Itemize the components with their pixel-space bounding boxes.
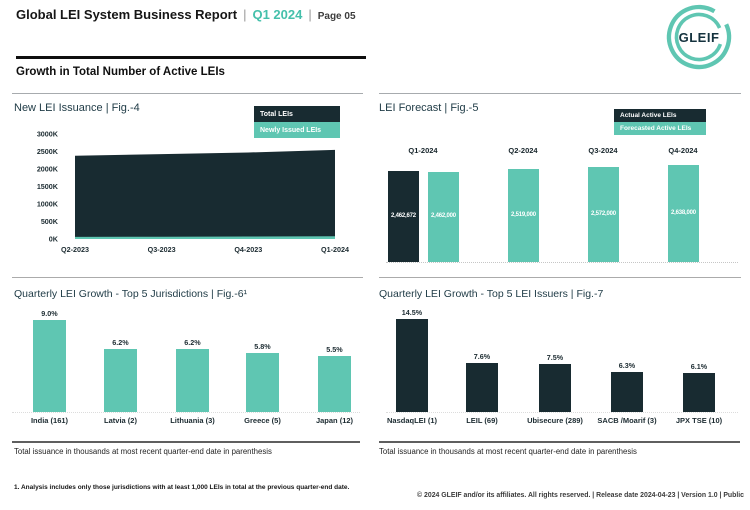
logo-text: GLEIF [679, 30, 720, 45]
fig5-column-header: Q4-2024 [668, 146, 698, 155]
fig5-legend-item: Actual Active LEIs [614, 109, 706, 122]
fig4-ytick-label: 3000K [37, 130, 59, 139]
fig6-title: Quarterly LEI Growth - Top 5 Jurisdictio… [14, 288, 248, 300]
fig7-bar [611, 371, 643, 412]
logo-inner-ring [674, 12, 724, 62]
gleif-logo: GLEIF [666, 4, 732, 70]
bar-value-label: 6.2% [184, 337, 201, 347]
report-header: Global LEI System Business Report | Q1 2… [16, 7, 356, 22]
fig5-legend: Actual Active LEIs Forecasted Active LEIs [614, 109, 706, 135]
fig7-bar [396, 319, 428, 412]
fig5-column-header: Q3-2024 [588, 146, 618, 155]
category-label: Lithuania (3) [170, 416, 215, 425]
fig5-forecast-bar [508, 169, 539, 262]
fig7-note: Total issuance in thousands at most rece… [379, 447, 637, 456]
fig4-xaxis-label: Q3-2023 [148, 245, 176, 254]
category-label: Ubisecure (289) [527, 416, 583, 425]
fig5-forecast-bar-value-label: 2,638,000 [671, 209, 696, 216]
fig5-column-header: Q1-2024 [408, 146, 438, 155]
fig5-legend-item: Forecasted Active LEIs [614, 122, 706, 135]
category-label: NasdaqLEI (1) [386, 416, 437, 425]
fig4-legend-item: Total LEIs [254, 106, 340, 122]
section-rule-left [12, 93, 363, 94]
fig6-note-divider [12, 441, 360, 443]
header-separator: | [243, 7, 247, 22]
bar-value-label: 6.3% [618, 360, 636, 370]
category-label: Japan (12) [315, 416, 354, 425]
category-label: Greece (5) [244, 416, 281, 425]
fig4-xaxis-label: Q1-2024 [321, 245, 349, 254]
header-rule [16, 56, 366, 59]
fig5-title: LEI Forecast | Fig.-5 [379, 102, 479, 114]
bar-value-label: 6.2% [112, 337, 129, 347]
page-number: Page 05 [317, 11, 356, 22]
fig4-xaxis-label: Q4-2023 [234, 245, 262, 254]
fig6-bar [104, 348, 137, 412]
fig5-baseline [386, 262, 738, 263]
fig6-bar [33, 320, 66, 412]
fig4-legend-item: Newly Issued LEIs [254, 122, 340, 138]
fig7-baseline [386, 412, 738, 413]
fig4-xaxis-label: Q2-2023 [61, 245, 89, 254]
fig7-bar [683, 372, 715, 412]
fig4-ytick-label: 2500K [37, 147, 59, 156]
fig5-actual-bar [388, 171, 419, 262]
bar-value-label: 9.0% [41, 309, 58, 318]
bar-value-label: 6.1% [690, 361, 708, 371]
fig4-legend: Total LEIs Newly Issued LEIs [254, 106, 340, 138]
fig4-ytick-label: 1000K [37, 200, 59, 209]
fig6-bar [176, 348, 209, 412]
mid-divider-left [12, 277, 363, 278]
fig4-area-chart: 0K 500K 1000K 1500K 2000K 2500K 3000K Q2-2023 Q3… [37, 130, 349, 255]
copyright: © 2024 GLEIF and/or its affiliates. All … [417, 492, 744, 499]
fig4-ytick-label: 500K [41, 217, 59, 226]
category-label: LEIL (69) [466, 416, 498, 425]
mid-divider-right [379, 277, 741, 278]
fig6-baseline [12, 412, 360, 413]
fig4-newly-area [75, 236, 335, 239]
fig7-bar [466, 363, 498, 412]
footnote: 1. Analysis includes only those jurisdic… [14, 484, 350, 491]
header-separator: | [308, 7, 312, 22]
fig6-note: Total issuance in thousands at most rece… [14, 447, 272, 456]
fig6-bar [246, 352, 279, 412]
fig5-forecast-bar [588, 167, 619, 262]
section-title: Growth in Total Number of Active LEIs [16, 66, 225, 78]
bar-value-label: 5.8% [254, 341, 271, 351]
fig5-forecast-bar-value-label: 2,462,000 [431, 212, 456, 219]
fig4-ytick-label: 2000K [37, 165, 59, 174]
category-label: SACB /Moarif (3) [597, 416, 657, 425]
fig7-note-divider [379, 441, 740, 443]
fig5-forecast-bar-value-label: 2,519,000 [511, 211, 536, 218]
report-title: Global LEI System Business Report [16, 7, 238, 22]
fig5-forecast-bar [428, 171, 459, 262]
fig4-ytick-label: 0K [49, 235, 59, 244]
fig7-title: Quarterly LEI Growth - Top 5 LEI Issuers… [379, 288, 604, 300]
fig4-ytick-label: 1500K [37, 182, 59, 191]
fig4-title: New LEI Issuance | Fig.-4 [14, 102, 140, 114]
fig5-forecast-bar-value-label: 2,572,000 [591, 210, 616, 217]
fig7-bar [539, 363, 571, 412]
bar-value-label: 7.5% [546, 352, 564, 362]
section-rule-right [379, 93, 741, 94]
bar-value-label: 14.5% [401, 308, 423, 317]
category-label: Latvia (2) [104, 416, 137, 425]
fig4-total-area [75, 149, 335, 239]
bar-value-label: 5.5% [326, 344, 343, 354]
fig5-forecast-bar [668, 165, 699, 262]
category-label: JPX TSE (10) [675, 416, 723, 425]
report-period: Q1 2024 [252, 7, 303, 22]
category-label: India (161) [30, 416, 69, 425]
fig6-bar [318, 355, 351, 412]
fig5-actual-bar-value-label: 2,462,672 [391, 212, 416, 219]
bar-value-label: 7.6% [473, 352, 491, 362]
fig5-column-header: Q2-2024 [508, 146, 538, 155]
